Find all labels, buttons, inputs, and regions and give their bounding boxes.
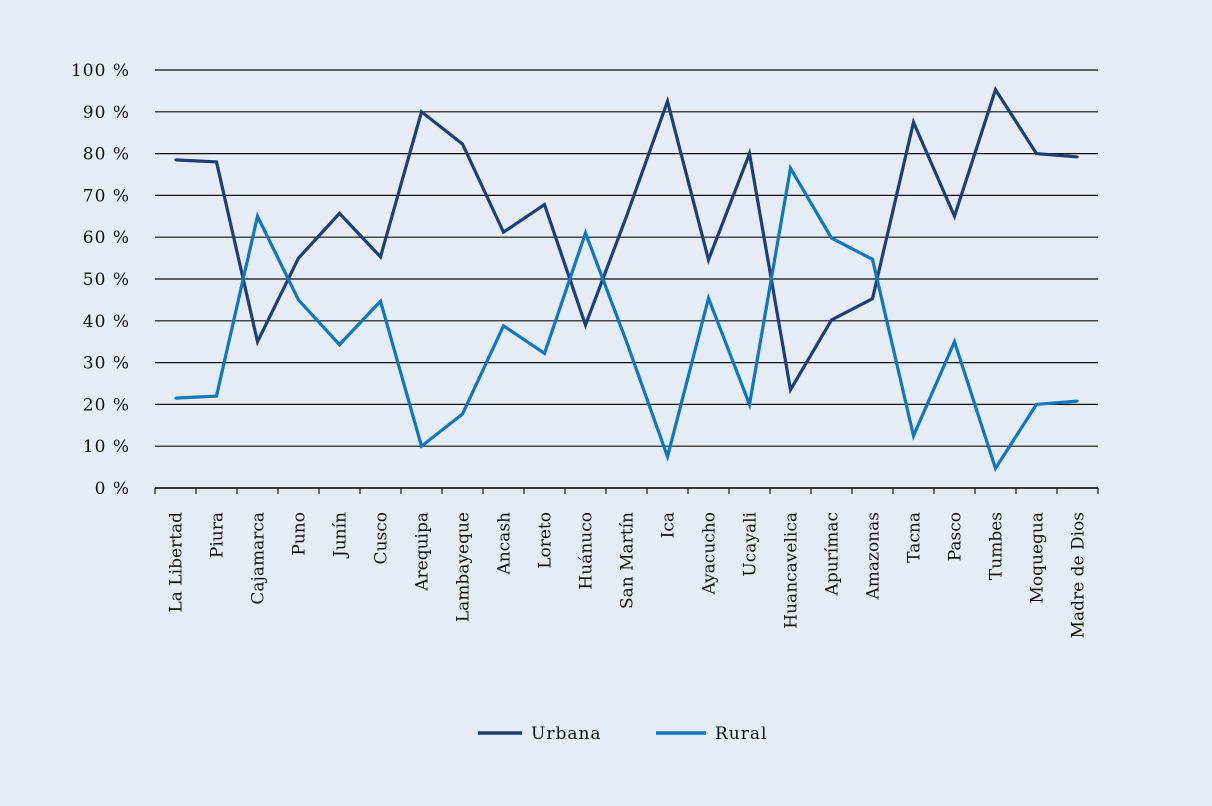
y-tick-label: 100 %	[71, 61, 130, 81]
x-tick-label: Moquegua	[1028, 512, 1048, 604]
y-tick-label: 40 %	[83, 312, 130, 332]
x-tick-label: La Libertad	[167, 512, 187, 613]
x-tick-label: Madre de Dios	[1069, 512, 1089, 638]
data-point-urbana	[912, 121, 915, 124]
x-tick-label: Loreto	[536, 512, 556, 569]
data-point-rural	[707, 297, 710, 300]
x-tick-label: Cusco	[372, 512, 392, 564]
data-point-urbana	[625, 215, 628, 218]
x-tick-label: Pasco	[946, 512, 966, 561]
x-tick-label: Piura	[208, 512, 228, 558]
y-axis-ticks: 0 % 10 % 20 % 30 % 40 % 50 % 60 % 70 % 80 % 90 % 1…	[71, 61, 130, 499]
x-tick-label: Tacna	[905, 512, 925, 563]
data-point-rural	[338, 343, 341, 346]
data-point-rural	[543, 352, 546, 355]
data-point-urbana	[338, 212, 341, 215]
x-axis: La Libertad Piura Cajamarca Puno Junín Cusco A…	[154, 487, 1099, 638]
data-point-rural	[912, 434, 915, 437]
y-tick-label: 60 %	[83, 228, 130, 248]
data-point-urbana	[953, 215, 956, 218]
data-point-rural	[215, 394, 218, 398]
series-lines	[174, 85, 1079, 473]
data-point-rural	[379, 299, 382, 303]
data-point-rural	[461, 412, 464, 416]
data-point-rural	[420, 445, 423, 448]
x-tick-label: Apurímac	[823, 512, 843, 596]
data-point-rural	[748, 403, 751, 406]
data-point-urbana	[994, 88, 997, 91]
data-point-rural	[830, 236, 833, 240]
legend-label-urbana: Urbana	[531, 724, 602, 744]
x-tick-label: Huánuco	[577, 512, 597, 590]
y-tick-label: 0 %	[95, 479, 130, 499]
data-point-urbana	[420, 110, 423, 114]
data-point-urbana	[174, 158, 177, 162]
data-point-rural	[584, 231, 587, 235]
x-tick-label: Ica	[659, 512, 679, 538]
data-point-rural	[871, 258, 874, 261]
data-point-rural	[502, 324, 505, 328]
data-point-urbana	[256, 340, 259, 343]
data-point-urbana	[748, 152, 751, 155]
legend-label-rural: Rural	[715, 724, 767, 744]
data-point-rural	[256, 215, 259, 218]
y-tick-label: 70 %	[83, 186, 130, 206]
x-tick-label: Amazonas	[864, 512, 884, 601]
x-tick-label: Puno	[290, 512, 310, 556]
y-tick-label: 80 %	[83, 145, 130, 165]
data-point-urbana	[830, 318, 833, 322]
data-point-urbana	[1035, 152, 1038, 155]
data-point-urbana	[297, 256, 300, 260]
data-point-rural	[666, 455, 669, 458]
y-tick-label: 50 %	[83, 270, 130, 290]
x-tick-label: Huancavelica	[782, 512, 802, 629]
data-point-urbana	[379, 255, 382, 259]
data-point-urbana	[584, 323, 587, 327]
x-tick-label: Ayacucho	[700, 512, 720, 596]
x-tick-label: Ucayali	[741, 511, 761, 576]
data-point-urbana	[707, 258, 710, 261]
data-point-urbana	[461, 142, 464, 146]
data-point-rural	[789, 167, 792, 170]
data-point-urbana	[871, 297, 874, 300]
x-tick-label: Tumbes	[987, 512, 1007, 580]
x-tick-label: Junín	[331, 512, 351, 559]
x-tick-label: Cajamarca	[249, 512, 269, 605]
data-point-urbana	[215, 160, 218, 164]
data-point-urbana	[1076, 155, 1079, 159]
data-point-rural	[174, 396, 177, 400]
data-point-rural	[297, 298, 300, 302]
y-tick-label: 10 %	[83, 437, 130, 457]
data-point-rural	[994, 467, 997, 470]
data-point-rural	[1035, 403, 1038, 406]
x-tick-label: Ancash	[495, 512, 515, 576]
data-point-rural	[1076, 399, 1079, 403]
x-tick-label: Lambayeque	[454, 512, 474, 622]
y-tick-label: 20 %	[83, 395, 130, 415]
data-point-rural	[953, 340, 956, 343]
data-point-urbana	[543, 203, 546, 206]
x-tick-label: San Martín	[618, 512, 638, 609]
x-tick-label: Arequipa	[413, 512, 433, 592]
legend: Urbana Rural	[478, 724, 767, 744]
y-tick-label: 90 %	[83, 103, 130, 123]
data-point-urbana	[789, 388, 792, 391]
data-point-urbana	[502, 230, 505, 234]
data-point-urbana	[666, 100, 669, 103]
y-tick-label: 30 %	[83, 354, 130, 374]
data-point-rural	[625, 340, 628, 343]
gridlines	[155, 69, 1098, 489]
